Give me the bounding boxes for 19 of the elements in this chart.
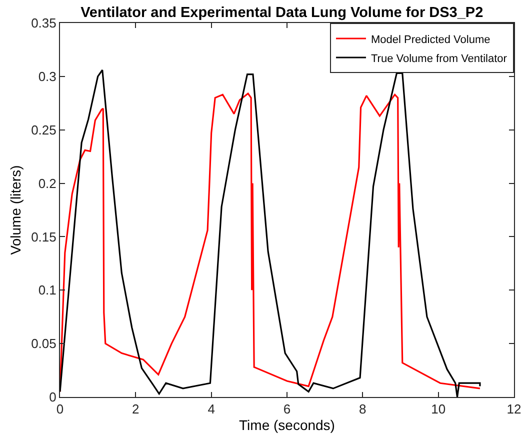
x-tick-label: 6 (283, 402, 291, 417)
y-tick-label: 0.2 (38, 176, 56, 191)
y-tick-label: 0 (49, 390, 56, 405)
y-tick-label: 0.05 (31, 336, 56, 352)
legend-label: True Volume from Ventilator (371, 52, 508, 65)
x-axis-title: Time (seconds) (239, 416, 335, 433)
y-tick-label: 0.3 (38, 68, 56, 84)
y-axis-title: Volume (liters) (8, 165, 24, 255)
x-tick-label: 12 (506, 402, 522, 417)
x-tick-label: 2 (132, 402, 140, 417)
y-tick-label: 0.35 (31, 16, 56, 31)
y-tick-label: 0.25 (31, 122, 56, 138)
x-tick-label: 10 (431, 402, 446, 417)
chart-title: Ventilator and Experimental Data Lung Volume for DS3_P2 (80, 4, 484, 21)
legend-label: Model Predicted Volume (371, 34, 490, 46)
x-tick-label: 4 (208, 402, 215, 417)
y-tick-label: 0.1 (38, 282, 56, 298)
x-tick-label: 8 (359, 402, 366, 417)
y-tick-label: 0.15 (31, 229, 56, 244)
